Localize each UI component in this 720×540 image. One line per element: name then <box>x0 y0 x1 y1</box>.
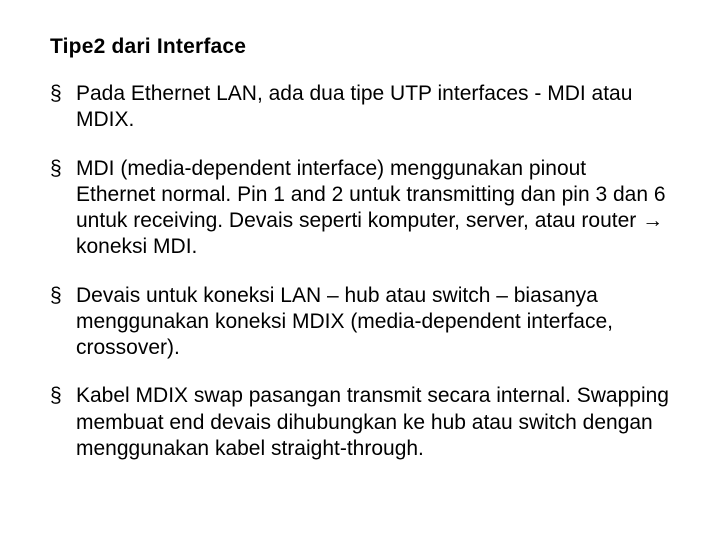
slide: Tipe2 dari Interface Pada Ethernet LAN, … <box>0 0 720 540</box>
bullet-text: Devais untuk koneksi LAN – hub atau swit… <box>76 284 613 360</box>
bullet-list: Pada Ethernet LAN, ada dua tipe UTP inte… <box>50 81 670 462</box>
bullet-text: Kabel MDIX swap pasangan transmit secara… <box>76 384 669 460</box>
list-item: Pada Ethernet LAN, ada dua tipe UTP inte… <box>50 81 670 134</box>
list-item: Devais untuk koneksi LAN – hub atau swit… <box>50 283 670 362</box>
slide-title: Tipe2 dari Interface <box>50 35 670 59</box>
list-item: MDI (media-dependent interface) mengguna… <box>50 156 670 261</box>
list-item: Kabel MDIX swap pasangan transmit secara… <box>50 383 670 462</box>
bullet-text: MDI (media-dependent interface) mengguna… <box>76 157 666 259</box>
bullet-text: Pada Ethernet LAN, ada dua tipe UTP inte… <box>76 82 632 131</box>
